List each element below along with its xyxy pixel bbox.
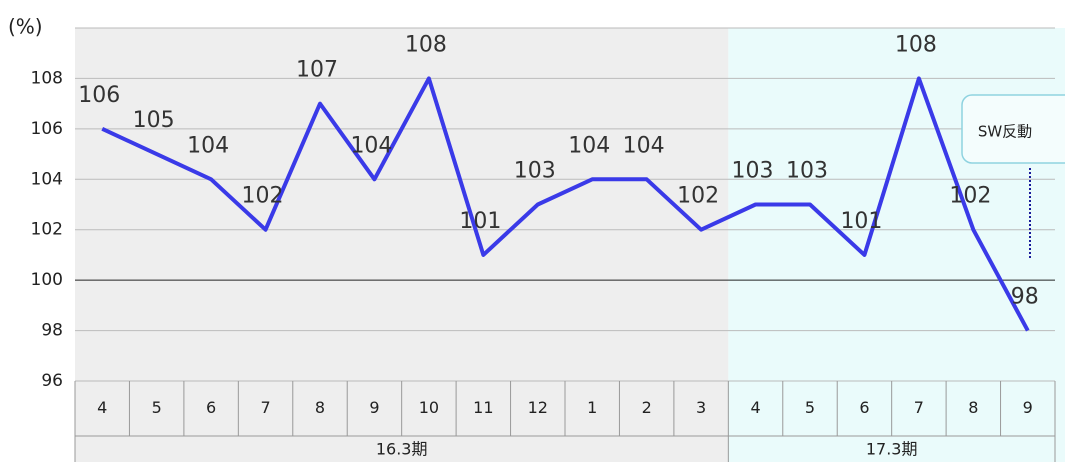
x-tick-label: 1	[587, 398, 597, 417]
x-tick-label: 5	[152, 398, 162, 417]
x-tick-label: 9	[369, 398, 379, 417]
x-tick-label: 11	[473, 398, 493, 417]
x-tick-label: 9	[1023, 398, 1033, 417]
x-tick-label: 3	[696, 398, 706, 417]
data-label: 101	[840, 209, 882, 234]
x-tick-label: 8	[968, 398, 978, 417]
group-background	[728, 28, 1065, 462]
x-tick-label: 4	[97, 398, 107, 417]
y-tick-label: 96	[41, 371, 63, 391]
y-axis-label: (%)	[8, 15, 43, 39]
data-label: 101	[459, 209, 501, 234]
data-label: 104	[350, 133, 392, 158]
y-tick-label: 98	[41, 321, 63, 341]
data-label: 108	[405, 32, 447, 57]
data-label: 103	[514, 159, 556, 184]
x-tick-label: 6	[859, 398, 869, 417]
data-label: 104	[187, 133, 229, 158]
y-tick-label: 100	[31, 270, 63, 290]
x-tick-label: 6	[206, 398, 216, 417]
y-tick-label: 104	[31, 169, 63, 189]
group-label: 17.3期	[866, 440, 918, 459]
x-tick-label: 10	[419, 398, 439, 417]
data-label: 105	[133, 108, 175, 133]
x-tick-label: 5	[805, 398, 815, 417]
data-label: 104	[568, 133, 610, 158]
data-label: 102	[949, 184, 991, 209]
data-line	[101, 76, 1030, 332]
x-tick-label: 7	[260, 398, 270, 417]
data-label: 102	[242, 184, 284, 209]
data-label: 107	[296, 58, 338, 83]
y-tick-label: 102	[31, 220, 63, 240]
x-tick-label: 2	[642, 398, 652, 417]
annotation: SW反動	[978, 123, 1032, 141]
x-tick-label: 12	[528, 398, 548, 417]
annotation-box	[961, 94, 1065, 164]
data-label: 103	[786, 159, 828, 184]
x-tick-label: 7	[914, 398, 924, 417]
y-tick-label: 108	[31, 68, 63, 88]
data-label: 106	[78, 83, 120, 108]
data-label: 103	[732, 159, 774, 184]
data-label: 98	[1011, 285, 1039, 310]
data-label: 108	[895, 32, 937, 57]
group-label: 16.3期	[376, 440, 428, 459]
data-label: 102	[677, 184, 719, 209]
y-tick-label: 106	[31, 119, 63, 139]
data-label: 104	[623, 133, 665, 158]
x-tick-label: 8	[315, 398, 325, 417]
x-tick-label: 4	[750, 398, 760, 417]
